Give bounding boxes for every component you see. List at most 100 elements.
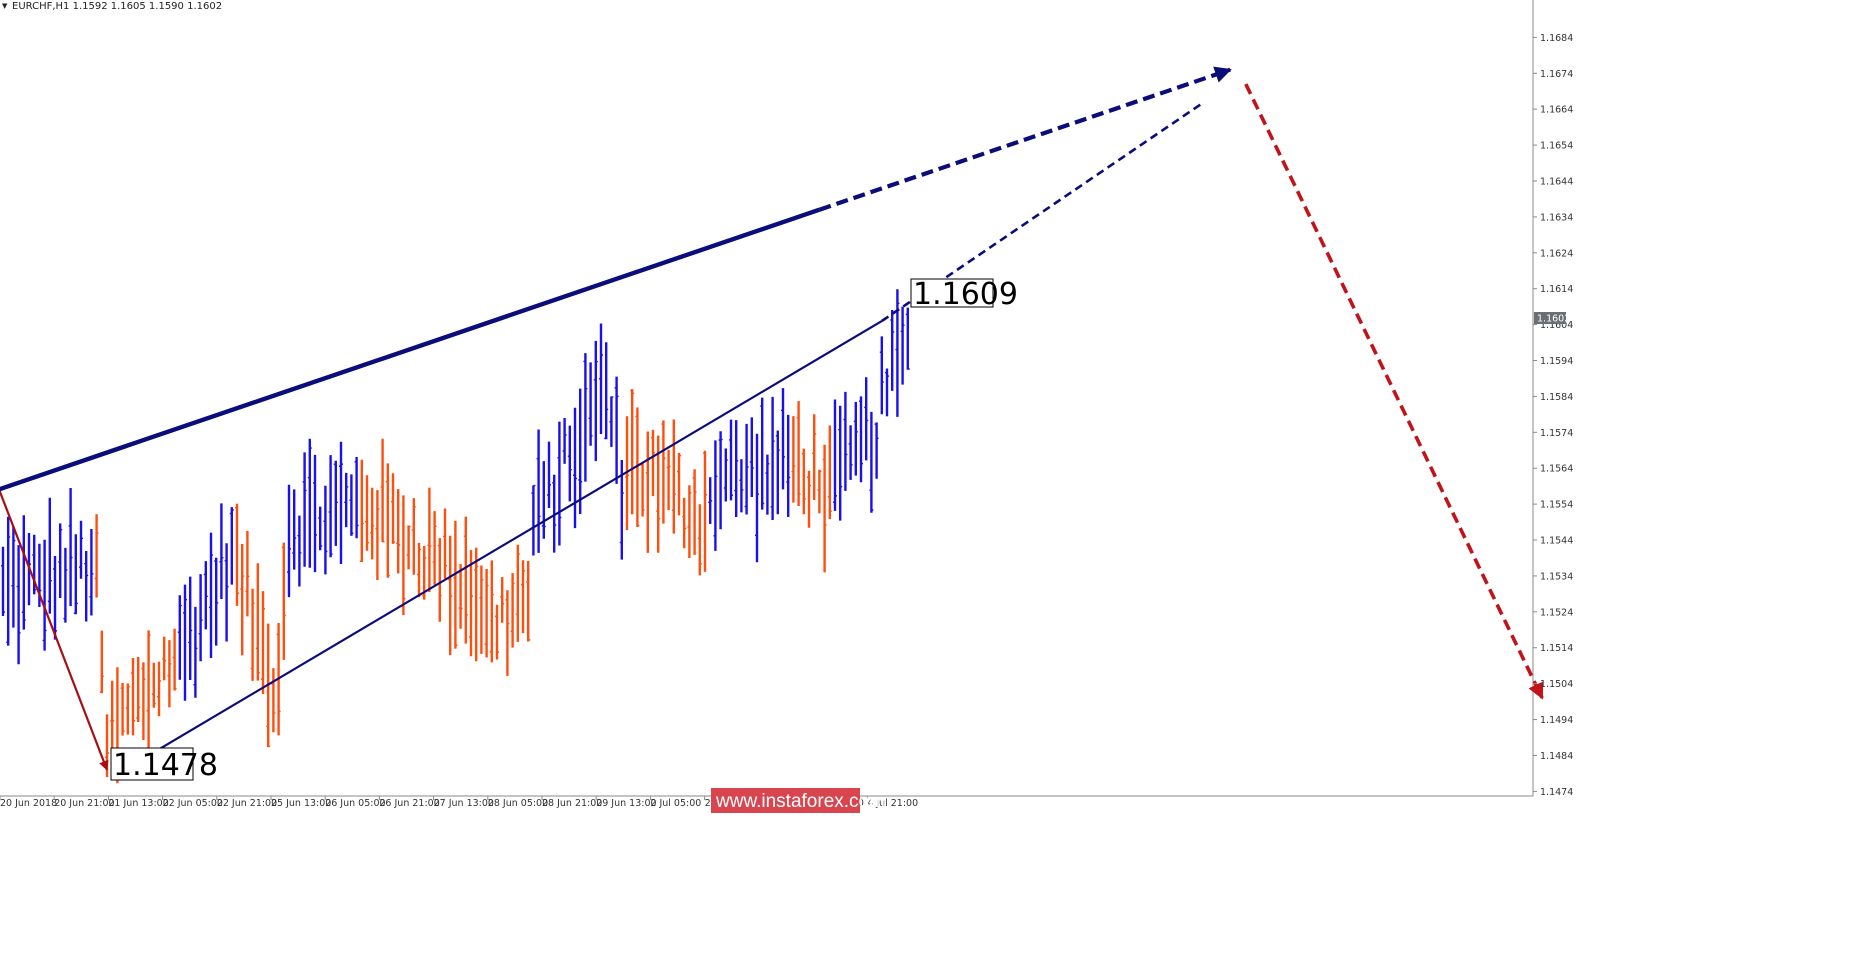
price-bar (443, 508, 447, 579)
price-bar (614, 376, 619, 484)
price-bar (271, 668, 276, 733)
price-bar (349, 474, 354, 536)
price-axis: 1.1684 1.1674 1.1664 1.1654 1.1644 1.1634 1.16… (1533, 33, 1573, 798)
price-bar (796, 401, 801, 507)
price-bar (765, 454, 770, 515)
price-bar (874, 422, 879, 479)
price-bar (68, 487, 73, 607)
price-bar (463, 516, 468, 644)
price-bar (755, 433, 759, 563)
price-bar (245, 530, 250, 617)
price-bar (162, 636, 167, 681)
price-bar (879, 336, 884, 415)
x-tick-label: 27 Jun 13:00 (434, 798, 494, 809)
title-triangle-icon: ▼ (2, 2, 8, 10)
price-bar (422, 545, 427, 600)
watermark[interactable]: www.instaforex.com (711, 788, 885, 813)
y-tick-label: 1.1504 (1540, 679, 1573, 690)
price-bar (729, 419, 733, 501)
y-tick-label: 1.1604 (1540, 320, 1573, 331)
price-bar (677, 452, 681, 516)
price-bar (827, 425, 832, 520)
high-price-value: 1.1609 (913, 277, 1018, 312)
price-bar (287, 484, 291, 598)
price-bar (521, 560, 525, 634)
price-bar (536, 429, 541, 553)
major-trend-line (0, 66, 1232, 492)
y-tick-label: 1.1564 (1540, 464, 1573, 475)
watermark-text[interactable]: www.instaforex.com (715, 791, 885, 812)
price-bar (411, 498, 416, 575)
high-price-box: 1.1609 (910, 277, 1018, 312)
price-bar (297, 515, 302, 587)
x-tick-label: 22 Jun 05:00 (163, 798, 223, 809)
y-tick-label: 1.1534 (1540, 571, 1573, 582)
price-bar (427, 487, 432, 592)
price-bar (567, 425, 572, 502)
price-bar (718, 431, 723, 530)
price-bar (515, 544, 520, 642)
price-bar (73, 534, 78, 615)
price-bar (557, 421, 562, 546)
price-bar (666, 449, 671, 511)
price-bar (905, 307, 910, 370)
price-bar (505, 590, 510, 676)
price-bar (323, 485, 328, 575)
price-bar (817, 469, 822, 514)
price-bar (110, 680, 115, 751)
price-bar (822, 444, 827, 573)
x-tick-label: 21 Jun 13:00 (108, 798, 168, 809)
price-bar (734, 420, 739, 517)
price-bar (640, 462, 645, 517)
price-bar (541, 461, 546, 539)
price-bar (292, 489, 297, 570)
inner-trend-line (111, 100, 1205, 778)
price-bar (812, 414, 817, 501)
y-tick-label: 1.1594 (1540, 356, 1573, 367)
price-bar (53, 556, 57, 640)
price-bar (21, 515, 26, 630)
y-tick-label: 1.1494 (1540, 715, 1573, 726)
price-bar (219, 503, 224, 599)
current-price-label: 1.1602 (1534, 312, 1570, 325)
price-bar (895, 289, 900, 417)
x-tick-label: 20 Jun 2018 (0, 798, 57, 809)
price-bar (235, 503, 239, 606)
price-bar (692, 469, 697, 555)
price-bar (651, 429, 655, 497)
price-bar (63, 547, 68, 623)
y-tick-label: 1.1474 (1540, 787, 1573, 798)
price-bar (183, 584, 187, 701)
price-bar (250, 588, 255, 681)
price-bar (261, 591, 265, 694)
price-bar (547, 441, 551, 508)
price-bar (562, 417, 567, 464)
price-bar (6, 516, 11, 646)
price-bar (136, 657, 141, 723)
price-bar (131, 657, 135, 736)
price-bar (401, 495, 406, 615)
y-tick-label: 1.1634 (1540, 212, 1573, 223)
y-tick-label: 1.1514 (1540, 643, 1573, 654)
price-bar (42, 539, 47, 651)
price-bar (172, 628, 177, 691)
price-bar (645, 431, 650, 553)
y-tick-label: 1.1654 (1540, 141, 1573, 152)
price-bar (656, 435, 661, 553)
price-bar (526, 561, 531, 642)
price-bar (588, 362, 593, 446)
price-bar (619, 460, 624, 560)
x-tick-label: 26 Jun 21:00 (379, 798, 439, 809)
price-bar (458, 564, 463, 629)
price-bar (328, 455, 333, 558)
low-price-box: 1.1478 (110, 747, 218, 783)
price-bar (209, 532, 213, 658)
price-bar (469, 550, 473, 657)
price-bar (453, 520, 458, 649)
price-bar (786, 414, 791, 518)
price-bar (859, 396, 863, 483)
y-tick-label: 1.1484 (1540, 751, 1573, 762)
price-bar (380, 438, 385, 543)
price-bar (198, 574, 203, 662)
price-bar (770, 396, 775, 521)
